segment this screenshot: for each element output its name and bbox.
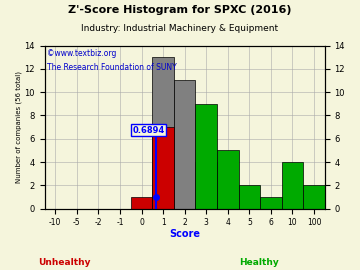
Text: The Research Foundation of SUNY: The Research Foundation of SUNY — [47, 63, 177, 72]
Bar — [260, 197, 282, 209]
Text: Unhealthy: Unhealthy — [39, 258, 91, 267]
Text: ©www.textbiz.org: ©www.textbiz.org — [47, 49, 117, 58]
Bar — [239, 185, 260, 209]
Bar — [195, 162, 217, 209]
Y-axis label: Number of companies (56 total): Number of companies (56 total) — [15, 71, 22, 183]
Text: 0.6894: 0.6894 — [133, 126, 165, 134]
Bar — [174, 80, 195, 209]
Bar — [282, 162, 303, 209]
X-axis label: Score: Score — [169, 229, 200, 239]
Bar — [131, 197, 152, 209]
Text: Healthy: Healthy — [239, 258, 279, 267]
Bar — [195, 104, 217, 209]
Bar — [152, 57, 174, 209]
Bar — [303, 185, 325, 209]
Bar — [217, 150, 239, 209]
Text: Industry: Industrial Machinery & Equipment: Industry: Industrial Machinery & Equipme… — [81, 24, 279, 33]
Bar — [152, 127, 174, 209]
Text: Z'-Score Histogram for SPXC (2016): Z'-Score Histogram for SPXC (2016) — [68, 5, 292, 15]
